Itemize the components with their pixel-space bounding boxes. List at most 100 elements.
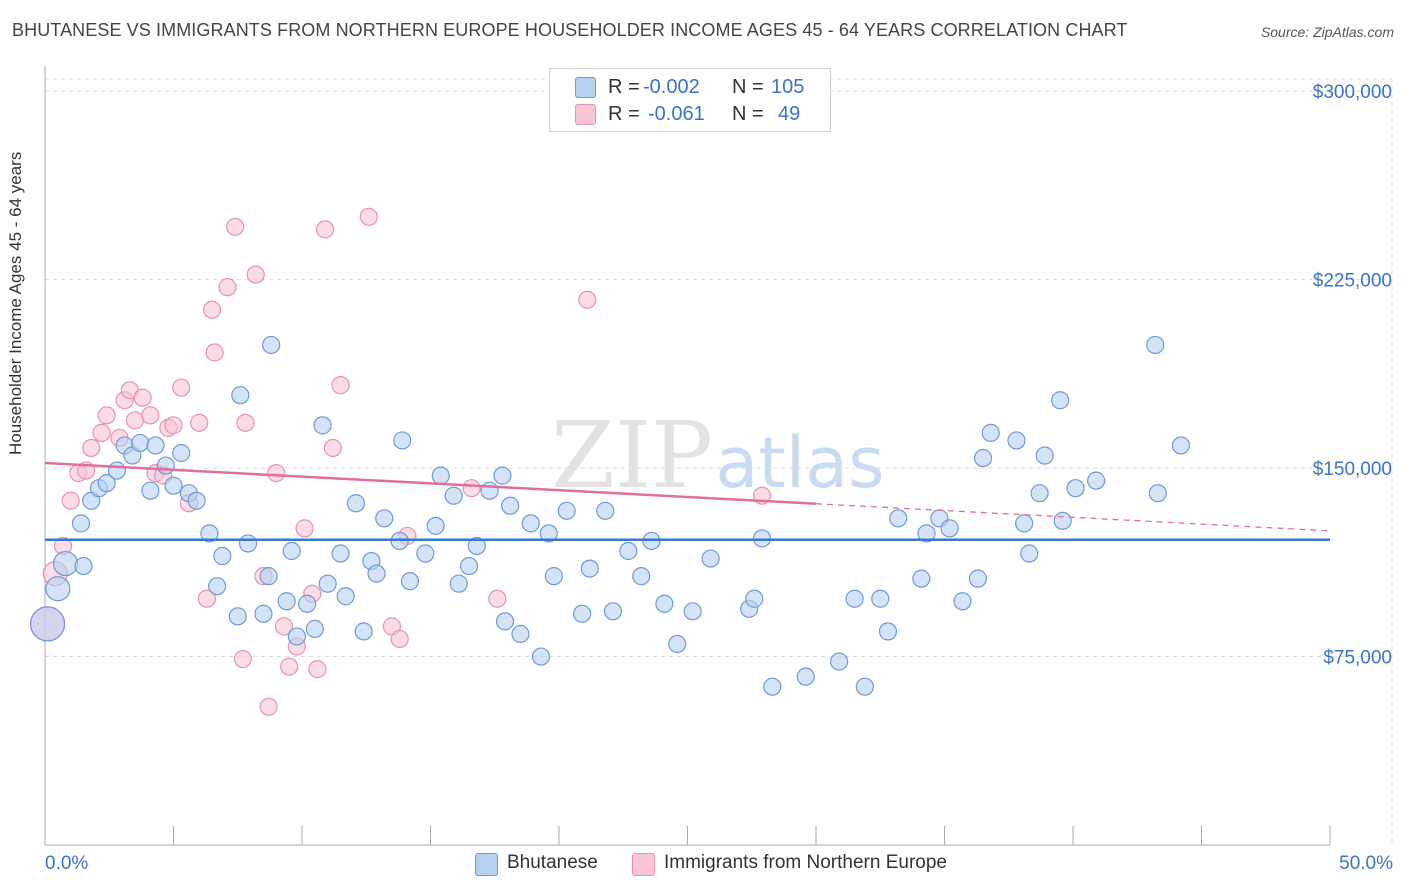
data-point bbox=[267, 464, 286, 483]
data-point bbox=[1171, 436, 1191, 455]
data-point bbox=[1015, 514, 1034, 533]
data-point bbox=[74, 556, 93, 576]
data-point bbox=[393, 431, 412, 450]
legend-r-label: R = bbox=[608, 76, 640, 98]
legend-n-label: N = bbox=[732, 76, 764, 98]
data-point bbox=[146, 436, 165, 455]
data-point bbox=[277, 592, 296, 611]
data-point bbox=[71, 514, 91, 533]
data-point bbox=[308, 660, 327, 679]
data-point bbox=[917, 524, 936, 543]
data-point bbox=[295, 519, 314, 538]
data-point bbox=[97, 474, 116, 493]
y-tick-label: $225,000 bbox=[1313, 271, 1392, 292]
data-point bbox=[187, 491, 206, 510]
legend-r-label: R = bbox=[608, 103, 640, 125]
data-point bbox=[444, 486, 463, 505]
data-point bbox=[973, 448, 993, 468]
data-point bbox=[539, 524, 558, 543]
data-point bbox=[164, 416, 183, 435]
data-point bbox=[619, 541, 638, 561]
data-point bbox=[61, 491, 80, 510]
data-point bbox=[323, 438, 342, 458]
y-tick-label: $150,000 bbox=[1313, 459, 1392, 480]
data-point bbox=[1087, 471, 1106, 490]
data-point bbox=[1020, 544, 1039, 563]
data-point bbox=[459, 556, 479, 576]
data-point bbox=[205, 343, 224, 362]
data-point bbox=[238, 534, 258, 553]
data-point bbox=[287, 627, 306, 646]
bottom-legend-label: Immigrants from Northern Europe bbox=[664, 852, 947, 873]
data-point bbox=[580, 559, 599, 578]
data-point bbox=[400, 572, 420, 591]
data-point bbox=[316, 220, 335, 239]
data-point bbox=[462, 479, 481, 498]
data-point bbox=[197, 589, 217, 608]
data-point bbox=[1035, 446, 1054, 465]
data-point bbox=[331, 544, 350, 563]
legend-swatch-blue bbox=[575, 77, 596, 98]
data-point bbox=[82, 438, 101, 458]
data-point bbox=[280, 657, 299, 676]
data-point bbox=[480, 481, 499, 500]
data-point bbox=[262, 335, 281, 355]
trend-line-northern-europe-solid bbox=[44, 461, 817, 506]
data-point bbox=[375, 509, 394, 528]
data-point bbox=[683, 602, 702, 621]
bottom-legend-swatch-pink bbox=[632, 853, 655, 876]
data-point bbox=[305, 619, 324, 638]
data-point bbox=[431, 466, 450, 485]
data-point bbox=[501, 496, 520, 515]
data-point bbox=[1053, 511, 1072, 530]
data-point bbox=[282, 541, 301, 561]
source-label: Source: ZipAtlas.com bbox=[1260, 24, 1394, 40]
data-point bbox=[141, 481, 160, 500]
data-point bbox=[236, 413, 255, 432]
data-point bbox=[940, 519, 959, 538]
data-point bbox=[45, 576, 71, 602]
trend-line-northern-europe-dashed bbox=[815, 503, 1331, 532]
data-point bbox=[578, 290, 597, 309]
data-point bbox=[493, 466, 512, 485]
data-point bbox=[130, 433, 150, 453]
data-point bbox=[878, 622, 898, 641]
data-point bbox=[855, 677, 874, 696]
data-point bbox=[336, 587, 355, 606]
bottom-legend-label: Bhutanese bbox=[507, 852, 598, 873]
data-point bbox=[521, 514, 540, 533]
data-point bbox=[213, 546, 232, 566]
watermark-atlas: atlas bbox=[715, 422, 884, 504]
x-tick-label-max: 50.0% bbox=[1339, 853, 1393, 874]
data-point bbox=[701, 549, 720, 568]
data-point bbox=[318, 574, 337, 593]
data-point bbox=[331, 376, 350, 395]
bottom-legend-swatch-blue bbox=[475, 853, 498, 876]
data-point bbox=[390, 629, 409, 649]
tick-labels: $75,000 $150,000 $225,000 $300,000 0.0% 50.0% bbox=[45, 82, 1393, 874]
data-point bbox=[107, 461, 127, 480]
data-point bbox=[426, 516, 445, 535]
data-point bbox=[259, 697, 278, 716]
data-point bbox=[632, 567, 651, 586]
data-point bbox=[668, 634, 687, 654]
data-point bbox=[367, 564, 386, 583]
data-point bbox=[233, 649, 252, 669]
data-point bbox=[274, 617, 294, 636]
data-point bbox=[226, 217, 245, 236]
y-axis-label: Householder Income Ages 45 - 64 years bbox=[6, 151, 25, 455]
data-point bbox=[953, 592, 972, 611]
data-point bbox=[164, 476, 183, 495]
data-point bbox=[156, 456, 175, 475]
data-point bbox=[1066, 479, 1085, 498]
data-point bbox=[97, 406, 116, 425]
data-point bbox=[313, 416, 332, 435]
data-point bbox=[228, 607, 247, 626]
watermark: ZIP atlas bbox=[551, 402, 885, 509]
data-point bbox=[390, 531, 409, 551]
data-point bbox=[1051, 391, 1070, 410]
legend-n-label: N = bbox=[732, 103, 764, 125]
data-point bbox=[655, 594, 674, 613]
data-point bbox=[231, 386, 250, 405]
